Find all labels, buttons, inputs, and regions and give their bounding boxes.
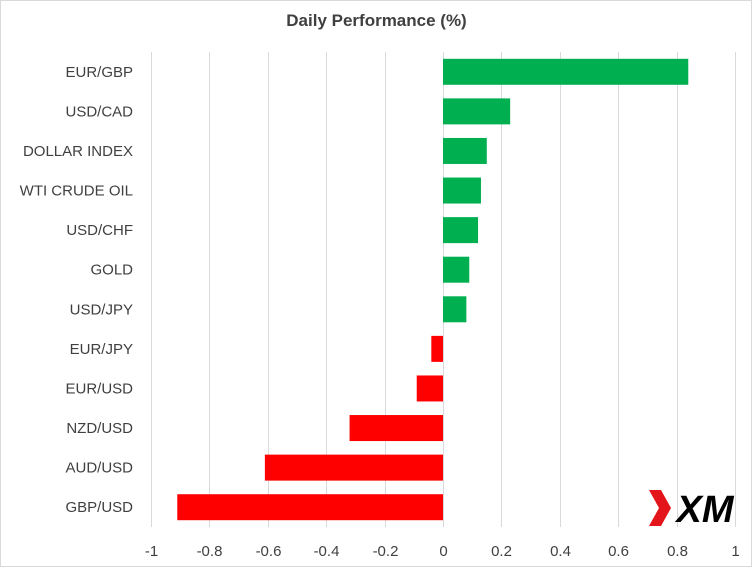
category-label: AUD/USD <box>65 460 133 477</box>
category-label: EUR/JPY <box>70 341 133 358</box>
category-label: WTI CRUDE OIL <box>20 183 133 200</box>
bar-gold <box>443 256 470 283</box>
x-tick-label: -0.6 <box>256 543 282 560</box>
bars <box>177 58 689 521</box>
bar-eur-usd <box>416 375 443 402</box>
category-label: USD/JPY <box>70 301 133 318</box>
bar-aud-usd <box>264 454 443 481</box>
category-label: GOLD <box>90 262 133 279</box>
category-labels: EUR/GBP USD/CAD DOLLAR INDEX WTI CRUDE OIL U… <box>20 64 134 516</box>
category-label: EUR/GBP <box>65 64 133 81</box>
bar-usd-jpy <box>443 296 467 323</box>
x-tick-label: 0.4 <box>550 543 571 560</box>
x-tick-label: 0.2 <box>491 543 512 560</box>
bar-wti-crude-oil <box>443 177 481 204</box>
x-tick-label: -0.2 <box>373 543 399 560</box>
bar-eur-jpy <box>431 335 443 362</box>
xm-logo: XM <box>649 489 735 528</box>
category-label: EUR/USD <box>65 380 133 397</box>
x-tick-label: 1 <box>731 543 739 560</box>
x-tick-label: 0.6 <box>608 543 629 560</box>
category-label: GBP/USD <box>65 499 133 516</box>
bar-eur-gbp <box>443 58 689 85</box>
bar-usd-chf <box>443 217 479 244</box>
bar-usd-cad <box>443 98 511 125</box>
x-tick-label: 0 <box>439 543 447 560</box>
category-label: USD/CAD <box>65 103 133 120</box>
chart-title: Daily Performance (%) <box>286 11 467 30</box>
category-label: USD/CHF <box>66 222 133 239</box>
bar-gbp-usd <box>177 494 443 521</box>
x-tick-label: -0.8 <box>197 543 223 560</box>
x-tick-label: 0.8 <box>667 543 688 560</box>
grid-lines <box>151 52 736 527</box>
bar-nzd-usd <box>349 415 443 442</box>
logo-text: XM <box>675 489 735 528</box>
category-label: NZD/USD <box>66 420 133 437</box>
bar-dollar-index <box>443 137 487 164</box>
x-tick-label: -0.4 <box>314 543 340 560</box>
x-tick-labels: -1 -0.8 -0.6 -0.4 -0.2 0 0.2 0.4 0.6 0.8 1 <box>145 543 740 560</box>
logo-mark-icon <box>649 490 671 526</box>
x-tick-label: -1 <box>145 543 158 560</box>
category-label: DOLLAR INDEX <box>23 143 133 160</box>
